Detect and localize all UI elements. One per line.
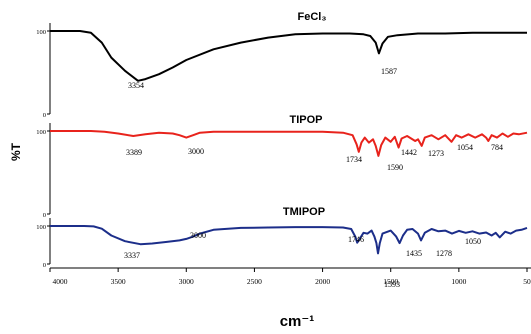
peak-label: 3337: [124, 251, 140, 260]
peak-label: 1278: [436, 249, 452, 258]
peak-label: 1054: [457, 143, 473, 152]
x-axis-ticks: 4000 3500 3000 2500 2000 1500 1000 50: [49, 268, 531, 286]
y-tick-label: 100: [36, 129, 46, 136]
y-axis-label: %T: [9, 142, 23, 161]
x-tick-label: 3000: [179, 277, 194, 286]
spectrum-panel: 100 0 FeCl₃ 3354 1587: [36, 11, 527, 119]
y-tick-label: 100: [36, 224, 46, 231]
peak-label: 784: [491, 143, 503, 152]
peak-label: 1734: [346, 155, 362, 164]
peak-label: 3000: [190, 231, 206, 240]
x-tick-label: 1500: [383, 277, 398, 286]
peak-label: 1050: [465, 237, 481, 246]
peak-label: 1590: [387, 163, 403, 172]
x-axis-label: cm⁻¹: [280, 313, 315, 330]
peak-label: 3354: [128, 81, 144, 90]
peak-label: 1746: [348, 235, 364, 244]
peak-label: 1273: [428, 149, 444, 158]
x-tick-label: 2000: [315, 277, 330, 286]
y-tick-label: 0: [43, 212, 46, 219]
x-tick-label: 2500: [247, 277, 262, 286]
spectrum-line: [50, 225, 528, 255]
spectrum-title: TMIPOP: [283, 206, 325, 218]
peak-label: 1587: [381, 67, 397, 76]
y-tick-label: 0: [43, 112, 46, 119]
spectrum-line: [50, 130, 528, 157]
peak-label: 1593: [384, 280, 400, 289]
peak-label: 1442: [401, 148, 417, 157]
peak-label: 3000: [188, 147, 204, 156]
peak-label: 3389: [126, 148, 142, 157]
peak-label: 1435: [406, 249, 422, 258]
spectrum-line: [50, 30, 527, 82]
spectrum-title: TIPOP: [289, 114, 322, 126]
x-tick-label: 4000: [53, 277, 68, 286]
spectrum-panel: 100 0 TIPOP 3389 3000 1734 1590 1442 1273 1054 784: [36, 114, 528, 219]
y-tick-label: 100: [36, 29, 46, 36]
spectrum-title: FeCl₃: [298, 11, 327, 23]
x-tick-label: 50: [523, 277, 531, 286]
x-tick-label: 1000: [451, 277, 466, 286]
y-tick-label: 0: [43, 262, 46, 269]
x-tick-label: 3500: [111, 277, 126, 286]
